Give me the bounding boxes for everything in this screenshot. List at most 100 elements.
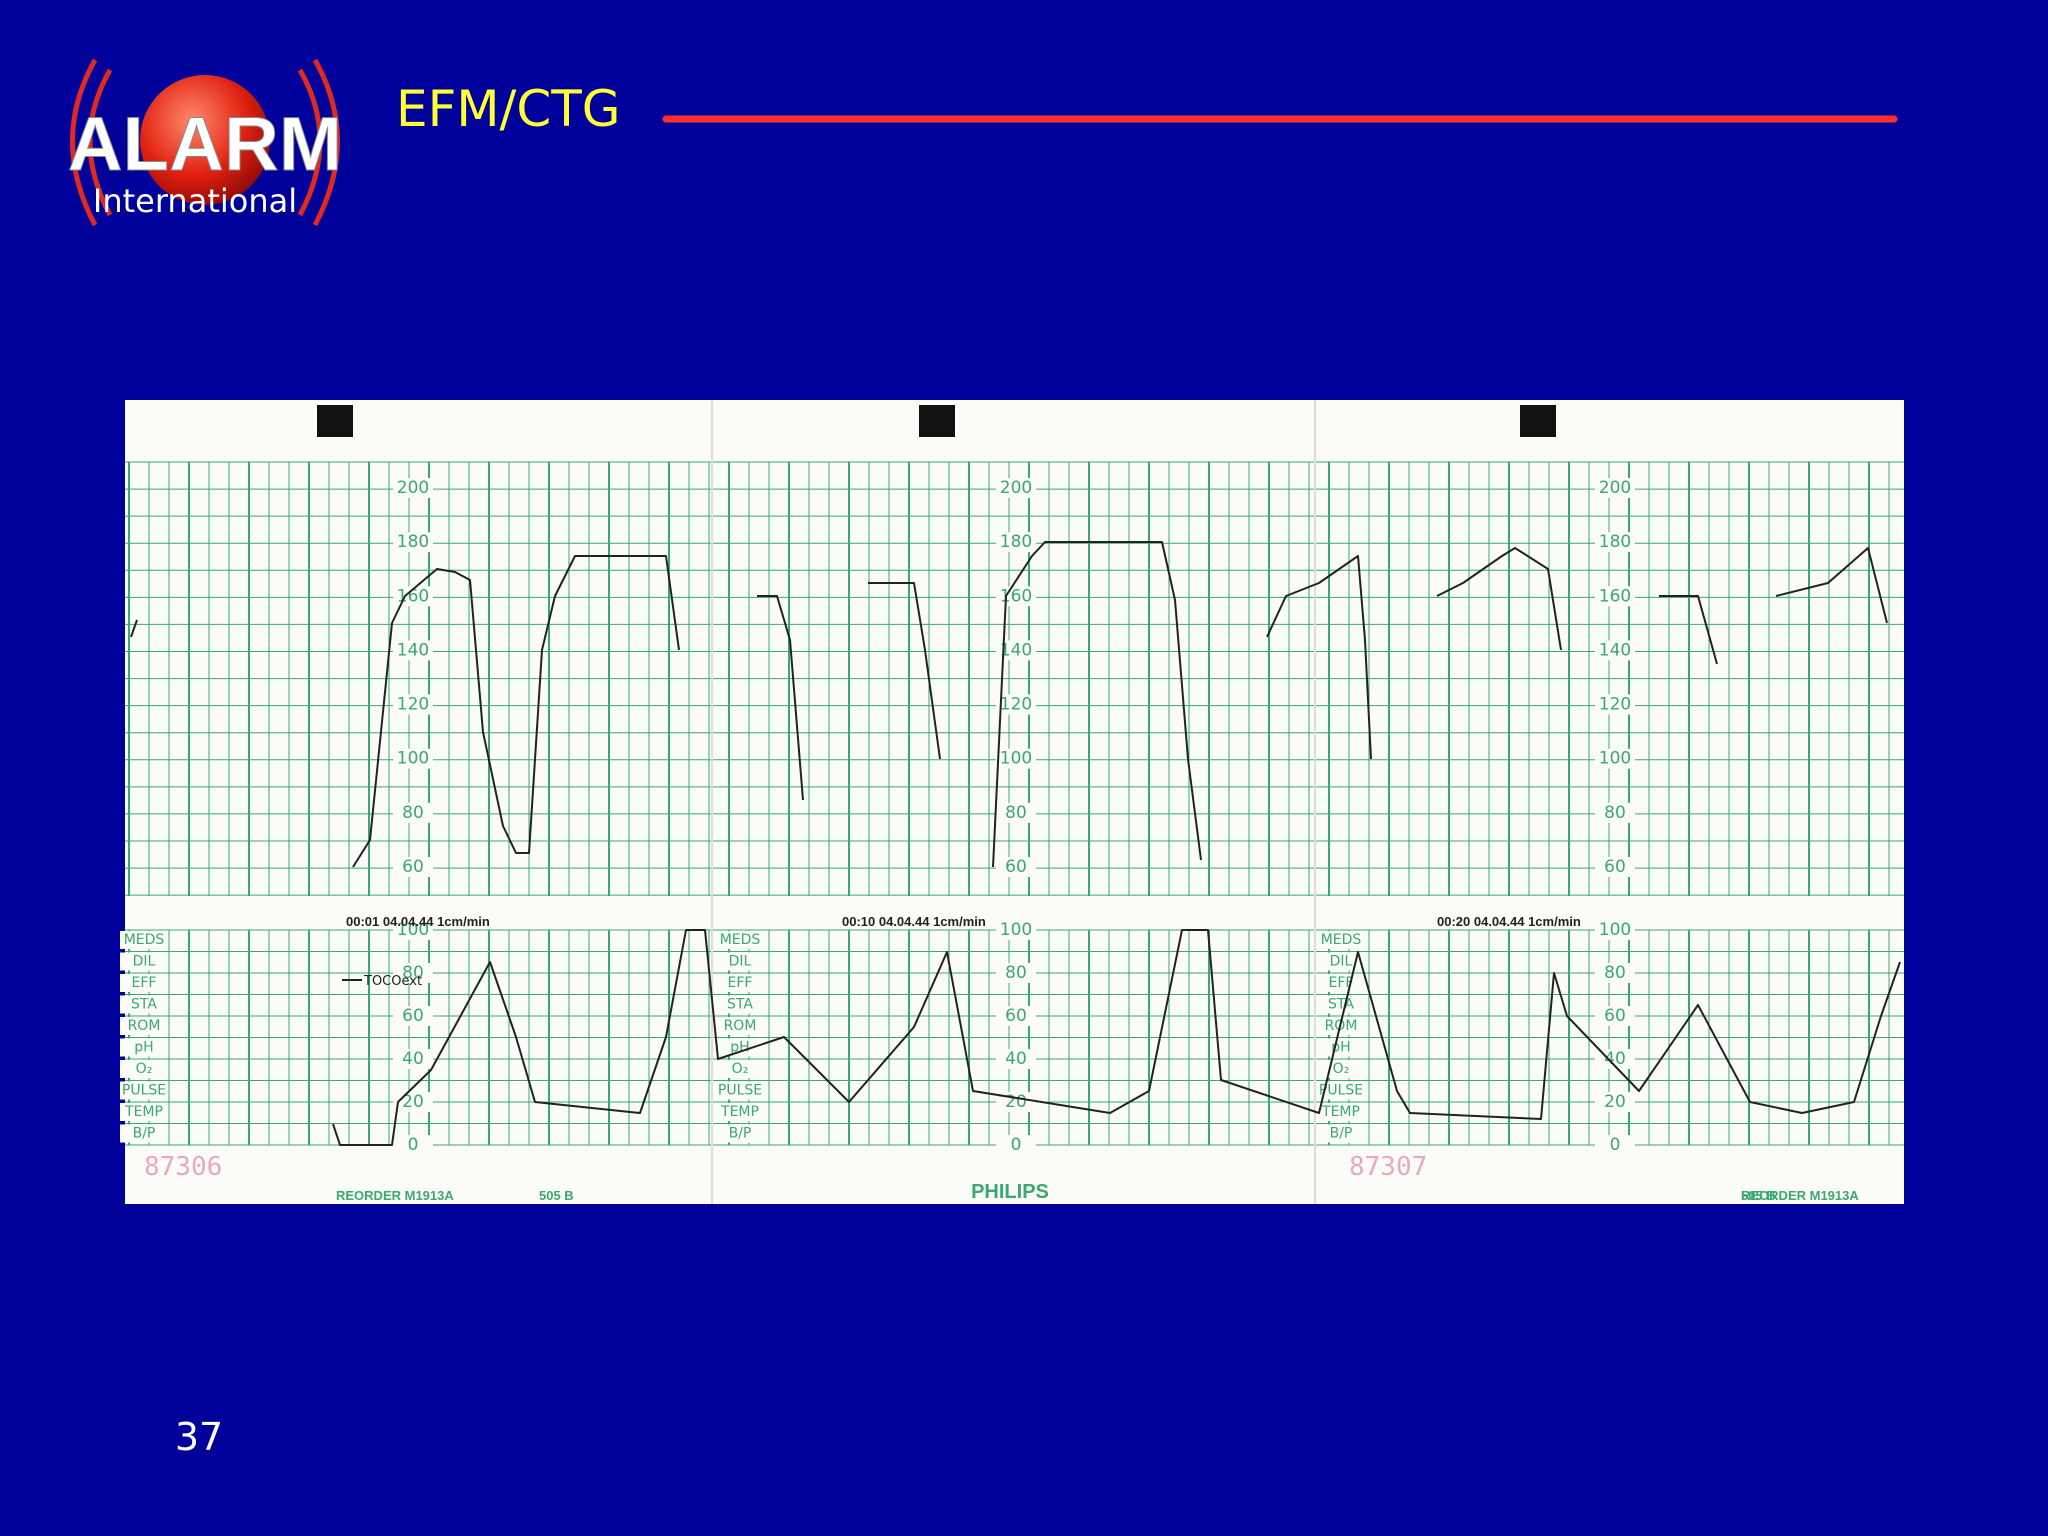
scale-label-bg <box>996 640 1036 661</box>
row-label: pH <box>730 1040 749 1056</box>
scale-label-bg <box>393 857 433 877</box>
fhr-scale-label: 180 <box>1599 532 1631 552</box>
row-label: EFF <box>1329 975 1354 991</box>
brand: PHILIPS <box>971 1181 1049 1203</box>
row-label-bg <box>716 1038 764 1057</box>
fhr-scale-label: 140 <box>1000 640 1032 660</box>
page-number: 37 <box>175 1415 223 1459</box>
scale-label-bg <box>1595 478 1635 498</box>
row-label: MEDS <box>1321 932 1362 948</box>
fhr-trace <box>130 541 1888 868</box>
scale-label-bg <box>996 857 1036 877</box>
scale-label-bg <box>1595 586 1635 607</box>
scale-label-bg <box>996 963 1036 983</box>
scale-label-bg <box>393 532 433 553</box>
row-label: PULSE <box>718 1083 762 1099</box>
row-label: DIL <box>1330 954 1353 970</box>
row-label-bg <box>1317 974 1365 992</box>
fhr-scale-label: 120 <box>1599 695 1631 715</box>
row-label: DIL <box>133 954 156 970</box>
row-label: ROM <box>724 1018 757 1034</box>
row-label: MEDS <box>720 932 761 948</box>
fhr-scale-label: 200 <box>1599 478 1631 498</box>
sync-mark <box>317 405 353 437</box>
scale-label-bg <box>1595 963 1635 983</box>
toco-scale-label: 60 <box>402 1006 424 1026</box>
fhr-scale-label: 180 <box>397 532 429 552</box>
sync-mark <box>919 405 955 437</box>
scale-label-bg <box>996 802 1036 823</box>
toco-scale-label: 80 <box>402 963 424 983</box>
toco-scale-label: 40 <box>1604 1049 1626 1069</box>
row-label: PULSE <box>122 1083 166 1099</box>
scale-label-bg <box>393 802 433 823</box>
slide-title: EFM/CTG <box>396 80 621 138</box>
scale-label-bg <box>393 963 433 983</box>
scale-label-bg <box>996 1049 1036 1069</box>
row-label-bg <box>120 1017 168 1035</box>
toco-scale-label: 0 <box>1011 1135 1022 1155</box>
time-stamp: 00:10 04.04.44 1cm/min <box>842 914 986 929</box>
row-label-bg <box>1317 1103 1365 1121</box>
fhr-scale-label: 60 <box>1005 857 1027 877</box>
fhr-scale-label: 100 <box>1000 749 1032 769</box>
row-label: O₂ <box>136 1061 153 1077</box>
row-label-bg <box>120 1060 168 1078</box>
toco-scale-label: 80 <box>1604 963 1626 983</box>
toco-scale-label: 60 <box>1005 1006 1027 1026</box>
fhr-scale-label: 180 <box>1000 532 1032 552</box>
row-label-bg <box>120 931 168 949</box>
row-label: B/P <box>133 1126 156 1142</box>
scale-label-bg <box>996 920 1036 940</box>
logo-ball <box>140 75 270 205</box>
row-label: MEDS <box>124 932 165 948</box>
scale-label-bg <box>1595 1006 1635 1026</box>
toco-scale-label: 40 <box>1005 1049 1027 1069</box>
row-label: TEMP <box>124 1104 163 1120</box>
reorder: 505 B <box>1741 1188 1776 1203</box>
toco-scale-label: 100 <box>1599 920 1631 940</box>
row-label: pH <box>134 1040 153 1056</box>
row-label-bg <box>716 1060 764 1078</box>
fhr-scale-label: 120 <box>397 695 429 715</box>
toco-scale-label: 20 <box>1604 1092 1626 1112</box>
row-label-bg <box>716 952 764 971</box>
scale-label-bg <box>1595 640 1635 661</box>
fhr-scale-label: 200 <box>1000 478 1032 498</box>
row-label-bg <box>1317 1038 1365 1057</box>
scale-label-bg <box>996 1135 1036 1155</box>
labels: 2001801601401201008060100806040200200180… <box>120 478 1859 1203</box>
row-label: B/P <box>1330 1126 1353 1142</box>
scale-label-bg <box>1595 748 1635 769</box>
toco-scale-label: 20 <box>402 1092 424 1112</box>
scale-label-bg <box>1595 1049 1635 1069</box>
reorder: REORDER M1913A <box>336 1188 454 1203</box>
fhr-scale-label: 200 <box>397 478 429 498</box>
row-label: STA <box>131 997 157 1013</box>
scale-label-bg <box>393 748 433 769</box>
scale-label-bg <box>1595 1092 1635 1112</box>
scale-label-bg <box>996 694 1036 715</box>
row-label: STA <box>1328 997 1354 1013</box>
row-label: B/P <box>729 1126 752 1142</box>
row-label: TEMP <box>1321 1104 1360 1120</box>
logo-name: ALARM <box>68 102 342 187</box>
time-stamp: 00:20 04.04.44 1cm/min <box>1437 914 1581 929</box>
fhr-scale-label: 80 <box>1604 803 1626 823</box>
scale-label-bg <box>393 1049 433 1069</box>
row-label-bg <box>716 1124 764 1143</box>
fhr-scale-label: 60 <box>402 857 424 877</box>
toco-scale-label: 100 <box>397 920 429 940</box>
row-label-bg <box>120 1124 168 1143</box>
scale-label-bg <box>996 748 1036 769</box>
logo-waves <box>70 58 340 227</box>
row-label-bg <box>1317 995 1365 1014</box>
serial: 87307 <box>1349 1152 1427 1182</box>
fhr-scale-label: 140 <box>397 640 429 660</box>
row-label-bg <box>120 1081 168 1100</box>
scale-label-bg <box>996 1006 1036 1026</box>
reorder: REORDER M1913A <box>1741 1188 1859 1203</box>
sync-mark <box>1520 405 1556 437</box>
reorder: 505 B <box>539 1188 574 1203</box>
row-label-bg <box>1317 931 1365 949</box>
